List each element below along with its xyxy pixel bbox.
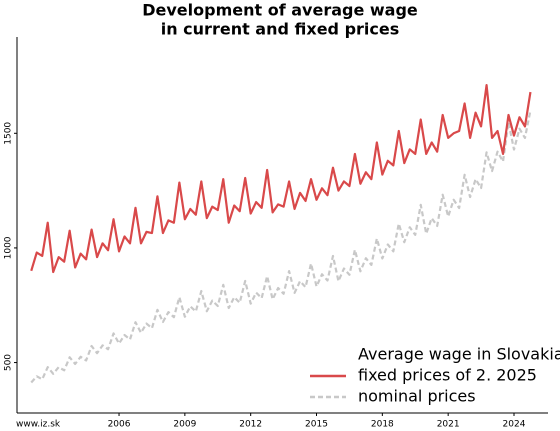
y-tick-label: 1500: [4, 122, 14, 145]
x-tick-label: 2018: [371, 420, 394, 430]
x-tick-label: 2009: [173, 420, 196, 430]
legend-label: fixed prices of 2. 2025: [358, 366, 537, 385]
chart-title: Development of average wage: [142, 1, 418, 20]
y-tick-label: 500: [4, 354, 14, 371]
x-tick-label: 2015: [305, 420, 328, 430]
x-tick-label: 2012: [239, 420, 262, 430]
source: www.iz.sk: [16, 420, 61, 430]
legend-label: nominal prices: [358, 387, 476, 406]
series-line: [30, 110, 532, 384]
chart-title: in current and fixed prices: [161, 20, 400, 39]
x-tick-label: 2021: [437, 420, 460, 430]
y-tick-label: 1000: [4, 236, 14, 259]
x-tick-label: 2024: [503, 420, 526, 430]
series-line: [30, 84, 532, 274]
x-tick-label: 2006: [108, 420, 131, 430]
legend-title: Average wage in Slovakia: [358, 345, 560, 364]
